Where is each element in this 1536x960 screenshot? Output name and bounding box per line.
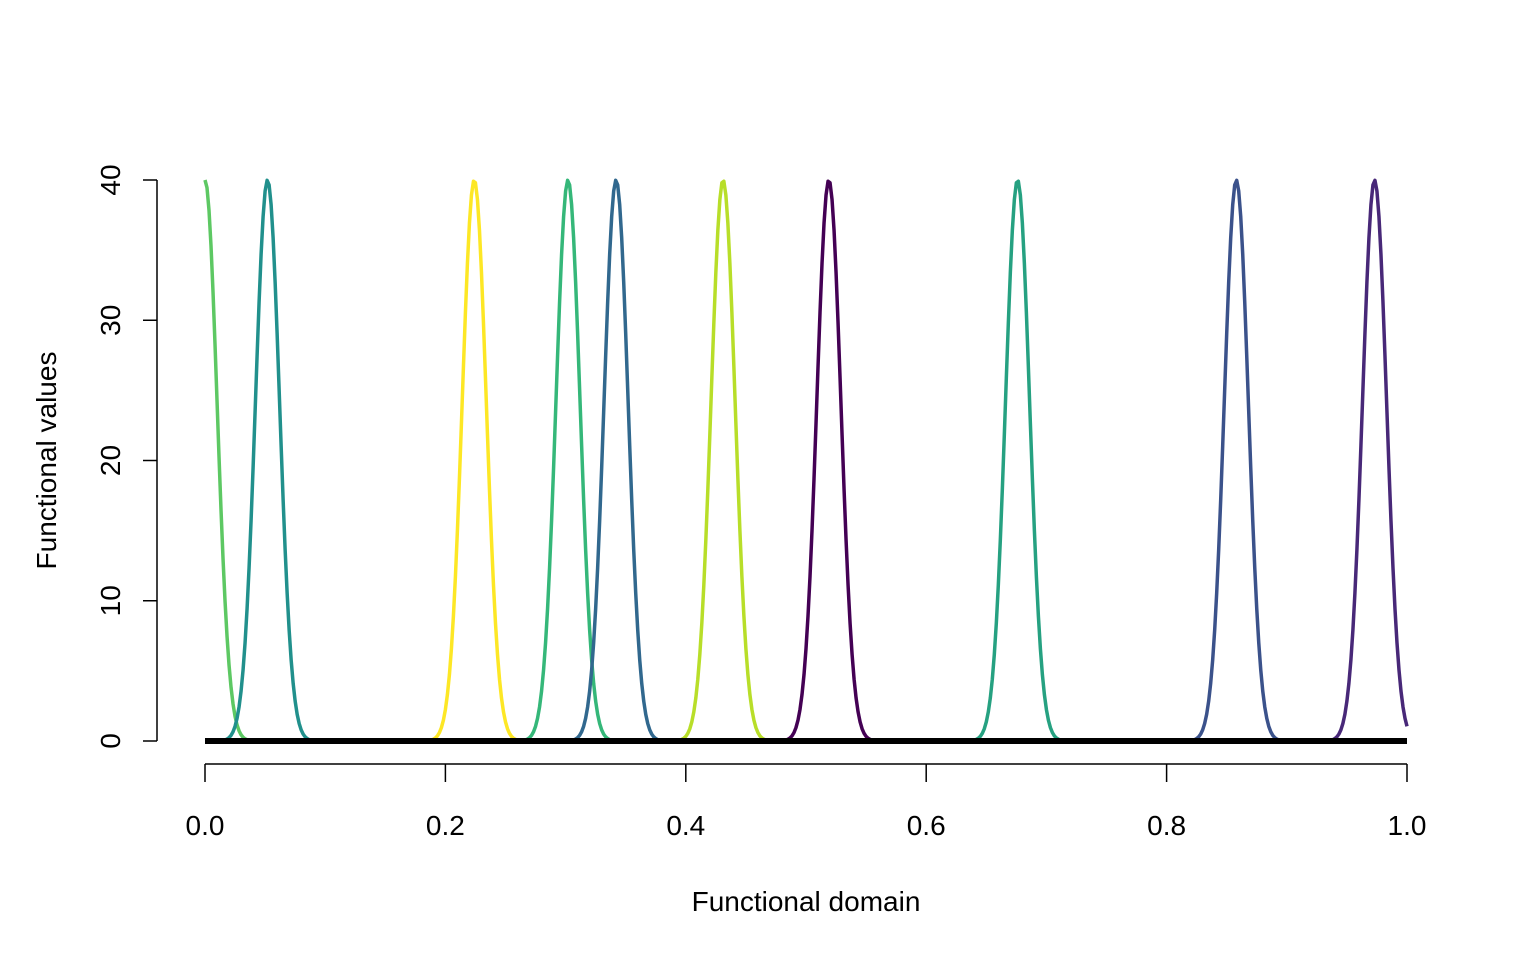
series-curves [203,178,1409,743]
x-tick-label: 0.2 [426,810,465,841]
y-tick-label: 0 [95,733,126,749]
y-axis: 0 10 20 30 40 [95,164,158,749]
x-tick-label: 0.0 [186,810,225,841]
x-tick-label: 0.6 [907,810,946,841]
x-tick-label: 1.0 [1388,810,1427,841]
x-axis-title: Functional domain [692,886,921,917]
y-tick-label: 10 [95,585,126,616]
series-curve-7 [205,179,1407,743]
y-tick-label: 40 [95,164,126,195]
x-axis: 0.0 0.2 0.4 0.6 0.8 1.0 [186,763,1427,841]
x-tick-label: 0.4 [666,810,705,841]
y-tick-label: 30 [95,305,126,336]
x-tick-label: 0.8 [1147,810,1186,841]
y-axis-title: Functional values [31,352,62,570]
y-tick-label: 20 [95,445,126,476]
